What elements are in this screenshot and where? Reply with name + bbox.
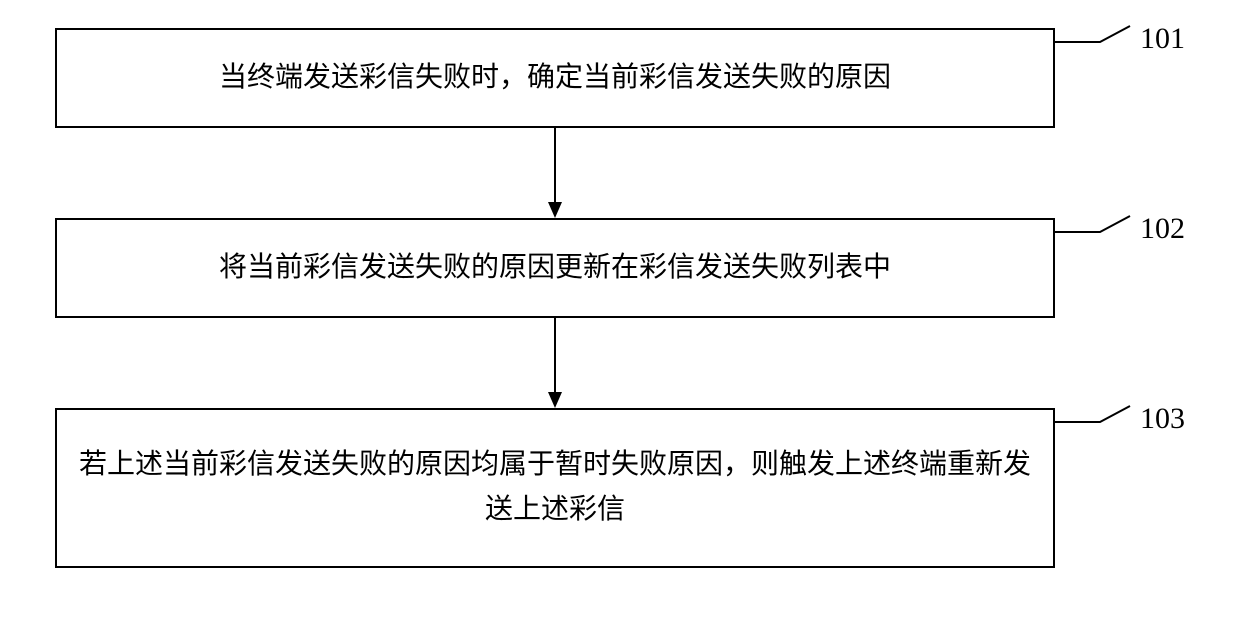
arrow-down-icon [535,128,575,218]
flow-node-n2: 将当前彩信发送失败的原因更新在彩信发送失败列表中 [55,218,1055,318]
arrow-down-icon [535,318,575,408]
flow-node-n3: 若上述当前彩信发送失败的原因均属于暂时失败原因，则触发上述终端重新发送上述彩信 [55,408,1055,568]
flow-node-text: 当终端发送彩信失败时，确定当前彩信发送失败的原因 [219,56,891,101]
callout-line-icon [1053,404,1132,424]
callout-line-icon [1053,24,1132,44]
flow-node-label-n2: 102 [1140,212,1185,246]
flow-node-text: 将当前彩信发送失败的原因更新在彩信发送失败列表中 [219,246,891,291]
flow-node-label-n3: 103 [1140,402,1185,436]
flow-node-label-n1: 101 [1140,22,1185,56]
callout-line-icon [1053,214,1132,234]
flow-node-text: 若上述当前彩信发送失败的原因均属于暂时失败原因，则触发上述终端重新发送上述彩信 [77,443,1033,533]
flow-node-n1: 当终端发送彩信失败时，确定当前彩信发送失败的原因 [55,28,1055,128]
flowchart-canvas: 当终端发送彩信失败时，确定当前彩信发送失败的原因 101 将当前彩信发送失败的原因更… [0,0,1240,632]
